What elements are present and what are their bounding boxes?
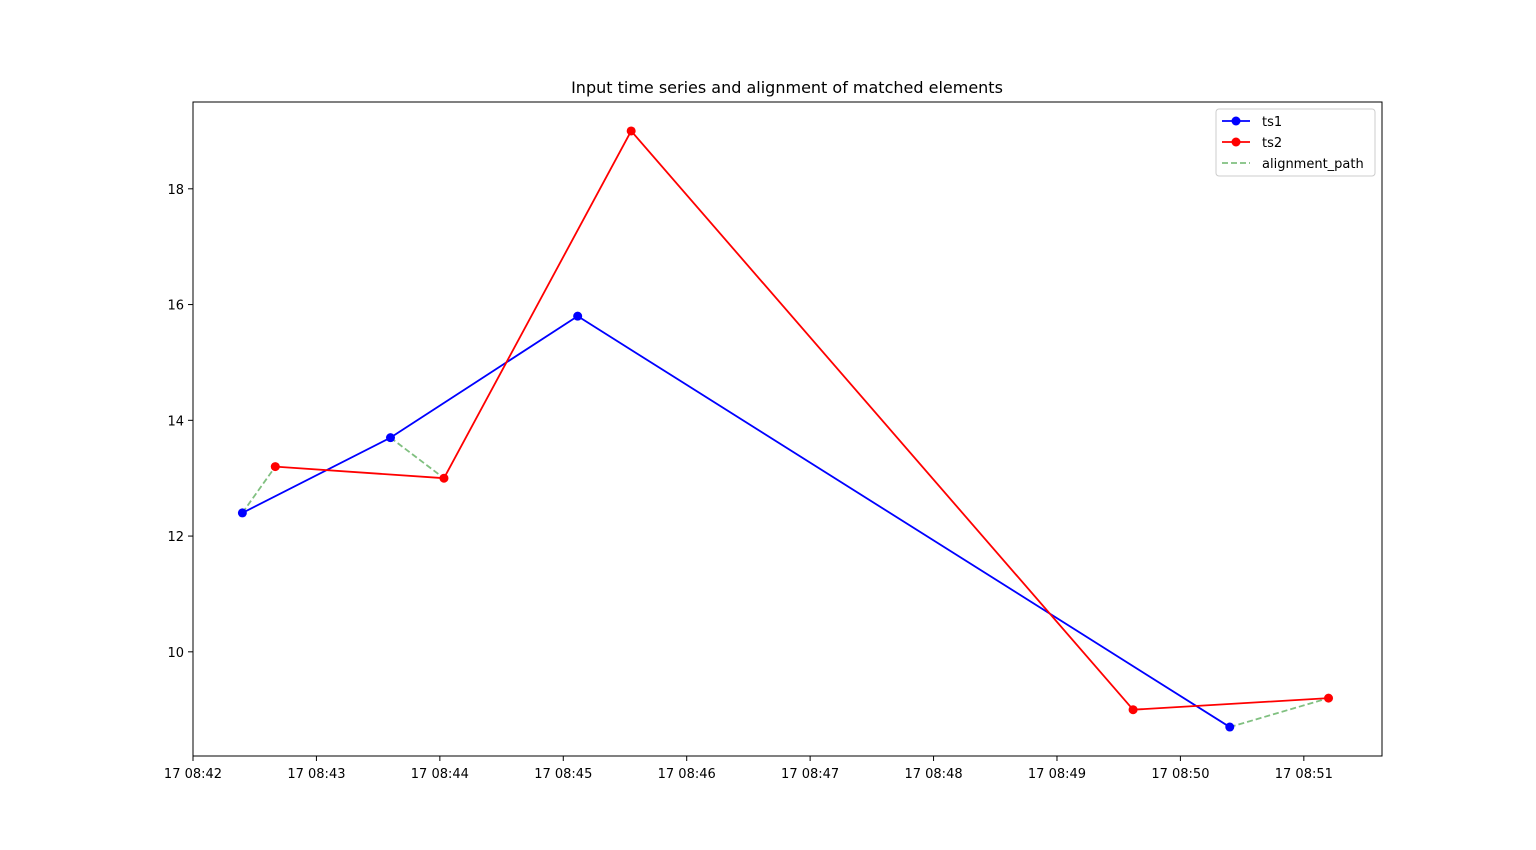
data-point-ts1 bbox=[385, 433, 395, 443]
legend-label-ts1: ts1 bbox=[1262, 115, 1282, 130]
y-axis: 10 12 14 16 18 bbox=[167, 183, 193, 661]
data-point-ts2 bbox=[439, 473, 449, 483]
x-tick-label: 17 08:43 bbox=[287, 767, 345, 782]
legend-label-ts2: ts2 bbox=[1262, 136, 1282, 151]
x-tick-label: 17 08:42 bbox=[164, 767, 222, 782]
x-tick-label: 17 08:48 bbox=[904, 767, 962, 782]
x-tick-label: 17 08:50 bbox=[1151, 767, 1209, 782]
y-tick-label: 18 bbox=[167, 183, 184, 198]
legend-label-alignment_path: alignment_path bbox=[1262, 157, 1364, 172]
series-line-ts1 bbox=[241, 315, 1231, 728]
y-tick-label: 16 bbox=[167, 299, 184, 314]
data-point-ts2 bbox=[1128, 705, 1138, 715]
y-tick-label: 10 bbox=[167, 646, 184, 661]
legend: ts1 ts2 alignment_path bbox=[1215, 108, 1376, 177]
data-point-ts1 bbox=[1225, 722, 1235, 732]
data-point-ts2 bbox=[270, 462, 280, 472]
data-point-ts2 bbox=[1324, 693, 1334, 703]
alignment-path-segment bbox=[1229, 697, 1329, 728]
series-line-ts2 bbox=[275, 130, 1329, 711]
chart-title: Input time series and alignment of match… bbox=[571, 78, 1003, 97]
legend-box bbox=[1215, 108, 1376, 177]
data-point-ts2 bbox=[626, 126, 636, 136]
data-point-ts1 bbox=[237, 508, 247, 518]
x-tick-label: 17 08:44 bbox=[411, 767, 469, 782]
legend-marker-ts1 bbox=[1231, 116, 1241, 126]
legend-marker-ts2 bbox=[1231, 137, 1241, 147]
x-axis: 17 08:42 17 08:43 17 08:44 17 08:45 17 08:46… bbox=[164, 756, 1333, 782]
plot-area bbox=[237, 126, 1334, 732]
x-tick-label: 17 08:46 bbox=[658, 767, 716, 782]
y-tick-label: 14 bbox=[167, 414, 184, 429]
data-point-ts1 bbox=[573, 311, 583, 321]
x-tick-label: 17 08:49 bbox=[1028, 767, 1086, 782]
alignment-path-segment bbox=[389, 436, 445, 479]
y-tick-label: 12 bbox=[167, 530, 184, 545]
x-tick-label: 17 08:51 bbox=[1275, 767, 1333, 782]
plot-frame bbox=[192, 101, 1383, 757]
x-tick-label: 17 08:47 bbox=[781, 767, 839, 782]
x-tick-label: 17 08:45 bbox=[534, 767, 592, 782]
alignment-path-segment bbox=[241, 466, 277, 514]
